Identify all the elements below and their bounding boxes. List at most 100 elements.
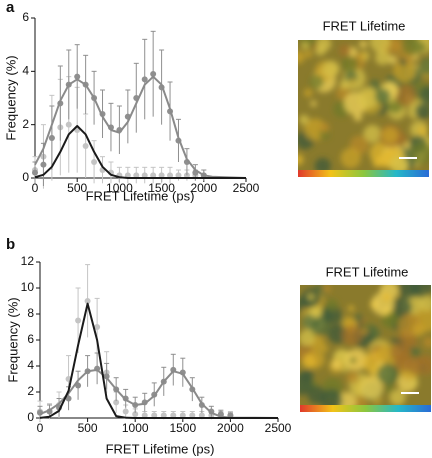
image-blob — [359, 327, 369, 336]
x-tick-label: 500 — [78, 421, 98, 435]
data-point — [48, 135, 55, 141]
image-blob — [301, 41, 310, 50]
fit-curve — [39, 368, 279, 419]
image-blob — [372, 158, 382, 168]
data-point — [150, 71, 157, 77]
image-blob — [311, 43, 318, 50]
image-blob — [393, 59, 416, 83]
x-tick-label: 1500 — [148, 181, 175, 195]
y-tick-label: 6 — [27, 332, 34, 346]
image-blob — [359, 40, 368, 49]
image-blob — [320, 344, 329, 353]
x-tick-label: 0 — [32, 181, 39, 195]
data-point — [65, 395, 72, 402]
image-blob — [360, 377, 383, 400]
data-point — [124, 172, 131, 179]
image-blob — [322, 305, 342, 324]
image-blob — [353, 396, 368, 405]
image-blob — [390, 342, 412, 363]
image-blob — [419, 295, 431, 312]
image-blob — [319, 122, 330, 133]
image-blob — [381, 126, 399, 144]
x-tick-label: 500 — [67, 181, 87, 195]
color-bar — [300, 405, 431, 412]
image-blob — [331, 360, 341, 370]
image-blob — [382, 292, 392, 302]
image-blob — [300, 330, 315, 347]
image-blob — [304, 50, 313, 58]
image-blob — [322, 285, 331, 294]
x-tick-label: 1000 — [106, 181, 133, 195]
image-blob — [339, 80, 350, 90]
y-tick-label: 4 — [22, 64, 29, 78]
data-point — [167, 172, 174, 179]
y-tick-label: 0 — [27, 410, 34, 424]
color-bar — [298, 170, 429, 177]
image-blob — [354, 313, 363, 323]
y-axis-label: Frequency (%) — [3, 55, 18, 140]
data-point — [91, 159, 98, 165]
data-point — [74, 73, 81, 80]
image-blob — [359, 52, 367, 60]
data-point — [84, 298, 91, 304]
data-point — [103, 373, 110, 380]
y-tick-label: 8 — [27, 306, 34, 320]
data-point — [175, 172, 182, 179]
data-point — [65, 121, 72, 128]
x-tick-label: 1000 — [122, 421, 149, 435]
image-blob — [419, 85, 429, 104]
data-point — [133, 172, 140, 179]
micrograph — [298, 40, 429, 170]
image-blob — [384, 383, 394, 394]
x-axis-label: FRET Lifetime (ps) — [86, 188, 195, 203]
image-blob — [303, 88, 313, 98]
x-axis-label: FRET Lifetime (ps) — [106, 441, 215, 456]
image-blob — [399, 58, 407, 66]
image-blob — [416, 355, 431, 375]
image-blob — [401, 40, 422, 56]
image-blob — [353, 112, 363, 122]
image-blob — [309, 305, 322, 318]
image-blob — [409, 285, 431, 298]
data-point — [113, 399, 120, 406]
fit-curve — [34, 75, 247, 179]
y-tick-label: 12 — [21, 254, 35, 268]
data-point — [189, 412, 196, 419]
image-blob — [357, 86, 380, 109]
fit-curve — [39, 302, 278, 419]
x-tick-label: 2000 — [190, 181, 217, 195]
image-blob — [389, 155, 409, 170]
image-blob — [377, 363, 399, 385]
image-blob — [300, 349, 305, 356]
image-blob — [391, 296, 413, 318]
y-tick-label: 6 — [22, 10, 29, 24]
image-blob — [301, 354, 316, 369]
image-blob — [322, 60, 340, 78]
image-blob — [319, 388, 343, 405]
image-blob — [298, 154, 304, 166]
image-blob — [311, 316, 331, 336]
image-blob — [298, 50, 305, 64]
x-tick-label: 2500 — [265, 421, 292, 435]
x-tick-label: 2500 — [233, 181, 260, 195]
image-blob — [316, 40, 332, 52]
image-blob — [325, 298, 339, 312]
image-blob — [300, 369, 314, 382]
image-blob — [384, 312, 399, 326]
image-title: FRET Lifetime — [323, 18, 406, 33]
image-blob — [409, 141, 429, 165]
data-point — [158, 172, 165, 179]
image-blob — [310, 100, 317, 107]
x-tick-label: 2000 — [217, 421, 244, 435]
data-point — [170, 412, 177, 419]
data-point — [160, 412, 167, 419]
image-blob — [363, 124, 382, 143]
data-point — [75, 317, 82, 324]
micrograph — [300, 285, 431, 405]
data-point — [40, 161, 47, 168]
image-blob — [395, 84, 417, 107]
y-tick-label: 2 — [27, 384, 34, 398]
data-point — [122, 408, 129, 415]
data-point — [150, 172, 157, 179]
image-blob — [348, 305, 355, 312]
